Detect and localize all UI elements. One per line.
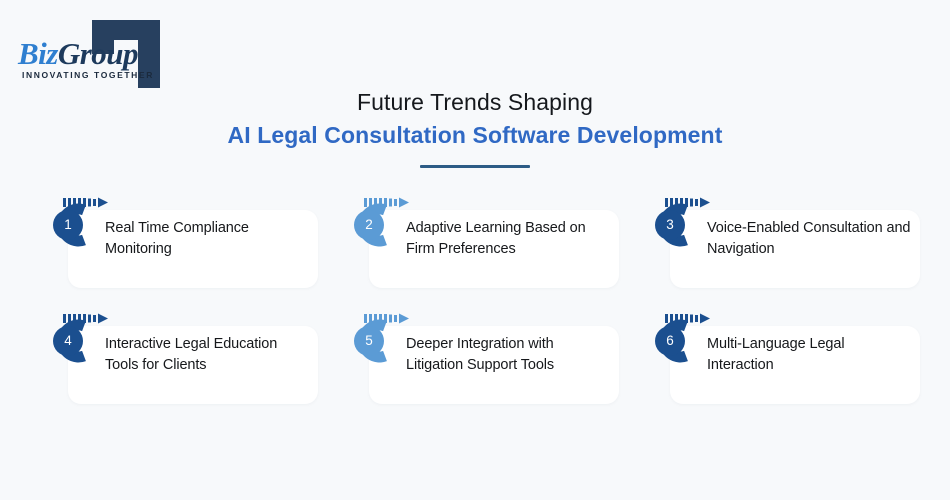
page-title: Future Trends Shaping AI Legal Consultat… bbox=[0, 86, 950, 168]
brand-logo: BizGroup INNOVATING TOGETHER bbox=[18, 16, 198, 92]
trend-badge-number: 1 bbox=[64, 217, 72, 232]
badge-disc bbox=[354, 326, 384, 356]
badge-disc bbox=[655, 210, 685, 240]
trend-card-panel bbox=[68, 210, 318, 288]
badge-disc bbox=[655, 326, 685, 356]
trend-badge: 1 bbox=[40, 196, 114, 252]
badge-disc bbox=[354, 210, 384, 240]
trend-card-panel bbox=[670, 326, 920, 404]
dashed-arrow-right-icon bbox=[665, 197, 710, 208]
trend-badge-number: 3 bbox=[666, 217, 674, 232]
logo-tagline: INNOVATING TOGETHER bbox=[22, 70, 154, 80]
page-title-line1: Future Trends Shaping bbox=[356, 89, 594, 115]
trend-badge-number: 5 bbox=[365, 333, 373, 348]
trend-badge-number: 2 bbox=[365, 217, 373, 232]
title-underline bbox=[420, 165, 530, 168]
dashed-arrow-right-icon bbox=[364, 197, 409, 208]
trend-card-panel bbox=[369, 210, 619, 288]
trend-card-text: Real Time Compliance Monitoring bbox=[105, 220, 249, 257]
trend-card-text: Interactive Legal Education Tools for Cl… bbox=[105, 336, 278, 373]
badge-disc bbox=[53, 210, 83, 240]
trend-card[interactable]: 1 Real Time Compliance Monitoring bbox=[40, 196, 318, 288]
dashed-arrow-right-icon bbox=[665, 313, 710, 324]
badge-disc bbox=[53, 326, 83, 356]
trends-grid: 1 Real Time Compliance Monitoring 2 Adaptiv… bbox=[40, 196, 920, 404]
logo-word-group: Group bbox=[57, 36, 139, 71]
trend-card-panel bbox=[670, 210, 920, 288]
trend-card-text: Deeper Integration with Litigation Suppo… bbox=[406, 336, 555, 373]
dashed-arrow-right-icon bbox=[63, 197, 108, 208]
logo-wordmark: BizGroup bbox=[18, 36, 139, 71]
trend-badge: 2 bbox=[341, 196, 415, 252]
trend-card-panel bbox=[68, 326, 318, 404]
dashed-arrow-right-icon bbox=[364, 313, 409, 324]
trend-badge: 3 bbox=[642, 196, 716, 252]
trend-card[interactable]: 4 Interactive Legal Education Tools for C… bbox=[40, 312, 318, 404]
trend-badge-number: 6 bbox=[666, 333, 674, 348]
trend-card[interactable]: 3 Voice-Enabled Consultation and Navigati… bbox=[642, 196, 920, 288]
logo-mark-icon bbox=[92, 20, 160, 88]
trend-card-text: Multi-Language Legal Interaction bbox=[707, 336, 845, 373]
trend-badge-number: 4 bbox=[64, 333, 72, 348]
dashed-arrow-right-icon bbox=[63, 313, 108, 324]
trend-badge: 4 bbox=[40, 312, 114, 368]
trend-badge: 6 bbox=[642, 312, 716, 368]
page-title-line2: AI Legal Consultation Software Developme… bbox=[227, 122, 723, 148]
logo-word-biz: Biz bbox=[18, 36, 58, 71]
trend-badge: 5 bbox=[341, 312, 415, 368]
trend-card[interactable]: 5 Deeper Integration with Litigation Supp… bbox=[341, 312, 619, 404]
trend-card-panel bbox=[369, 326, 619, 404]
trend-card[interactable]: 6 Multi-Language Legal Interaction bbox=[642, 312, 920, 404]
trend-card-text: Voice-Enabled Consultation and Navigatio… bbox=[707, 220, 911, 257]
trend-card-text: Adaptive Learning Based on Firm Preferen… bbox=[406, 220, 586, 257]
trend-card[interactable]: 2 Adaptive Learning Based on Firm Prefere… bbox=[341, 196, 619, 288]
